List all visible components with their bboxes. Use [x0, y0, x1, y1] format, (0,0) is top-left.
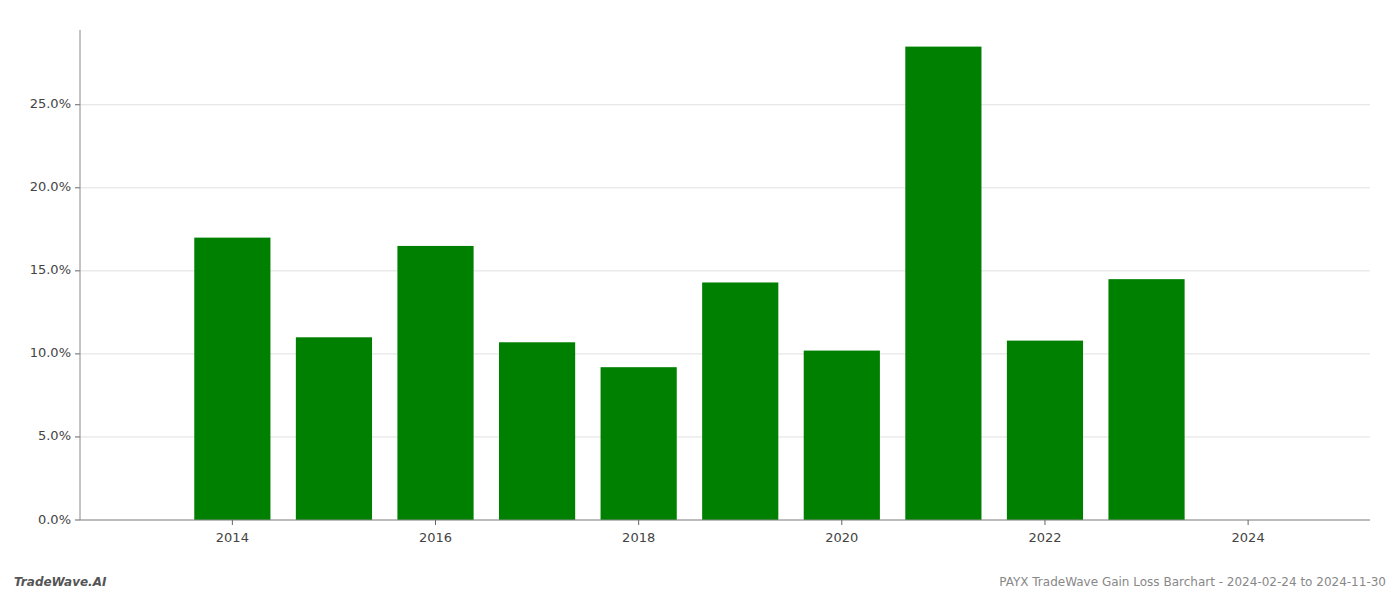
bars	[194, 47, 1184, 520]
grid-line	[80, 187, 1370, 188]
x-axis: 2014 2016 2018 2020 2022 2024	[80, 520, 1370, 545]
bar	[1007, 341, 1083, 520]
x-tick	[435, 520, 436, 525]
footer-text: TradeWave.AI	[14, 575, 107, 589]
x-tick-label: 2020	[825, 530, 858, 545]
bar	[499, 342, 575, 520]
bar	[397, 246, 473, 520]
chart-svg: 0.0% 5.0% 10.0% 15.0% 20.0% 25.0% 2014 2016 2018…	[0, 0, 1400, 600]
x-tick	[638, 520, 639, 525]
y-tick	[75, 270, 80, 271]
y-axis: 0.0% 5.0% 10.0% 15.0% 20.0% 25.0%	[30, 30, 80, 527]
x-tick-label: 2024	[1232, 530, 1265, 545]
grid-line	[80, 520, 1370, 521]
x-tick-label: 2016	[419, 530, 452, 545]
bar	[601, 367, 677, 520]
bar	[296, 337, 372, 520]
y-tick	[75, 436, 80, 437]
bar	[804, 351, 880, 520]
grid-line	[80, 270, 1370, 271]
x-tick-label: 2022	[1028, 530, 1061, 545]
y-tick-label: 25.0%	[30, 96, 71, 111]
y-tick-label: 10.0%	[30, 345, 71, 360]
y-tick	[75, 353, 80, 354]
background	[0, 0, 1400, 600]
chart-container: 0.0% 5.0% 10.0% 15.0% 20.0% 25.0% 2014 2016 2018…	[0, 0, 1400, 600]
x-tick-label: 2014	[216, 530, 249, 545]
x-tick	[1044, 520, 1045, 525]
x-axis-line	[80, 520, 1370, 521]
bar	[194, 238, 270, 520]
y-tick	[75, 520, 80, 521]
y-tick-label: 0.0%	[38, 512, 71, 527]
y-tick	[75, 187, 80, 188]
bar	[1108, 279, 1184, 520]
grid-line	[80, 104, 1370, 105]
y-tick-label: 5.0%	[38, 428, 71, 443]
x-tick	[232, 520, 233, 525]
x-tick-label: 2018	[622, 530, 655, 545]
y-tick-label: 15.0%	[30, 262, 71, 277]
footer-text: PAYX TradeWave Gain Loss Barchart - 2024…	[999, 575, 1386, 589]
bar	[905, 47, 981, 520]
y-axis-line	[80, 30, 81, 520]
y-grid	[80, 105, 1370, 520]
x-tick	[841, 520, 842, 525]
x-tick	[1248, 520, 1249, 525]
y-tick	[75, 104, 80, 105]
y-tick-label: 20.0%	[30, 179, 71, 194]
footer: TradeWave.AI PAYX TradeWave Gain Loss Bar…	[14, 575, 1386, 589]
bar	[702, 282, 778, 520]
